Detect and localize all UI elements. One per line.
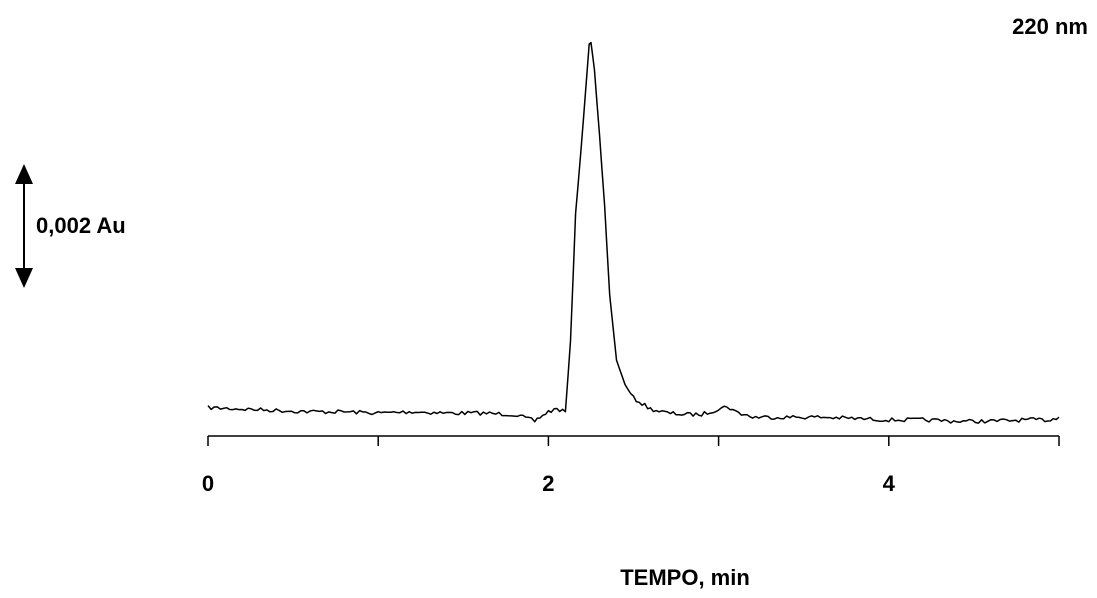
x-axis-label: TEMPO, min <box>620 565 750 590</box>
x-tick-label: 2 <box>542 471 554 496</box>
x-tick-label: 4 <box>883 471 896 496</box>
scale-bar-label: 0,002 Au <box>36 213 126 238</box>
x-axis: 0 2 4 <box>202 435 1060 496</box>
chart-title: 220 nm <box>1012 14 1088 39</box>
scale-bar: 0,002 Au <box>15 164 126 288</box>
series-line <box>207 41 1060 424</box>
x-tick-label: 0 <box>202 471 214 496</box>
scale-bar-arrow-down-icon <box>15 268 33 288</box>
scale-bar-arrow-up-icon <box>15 164 33 184</box>
